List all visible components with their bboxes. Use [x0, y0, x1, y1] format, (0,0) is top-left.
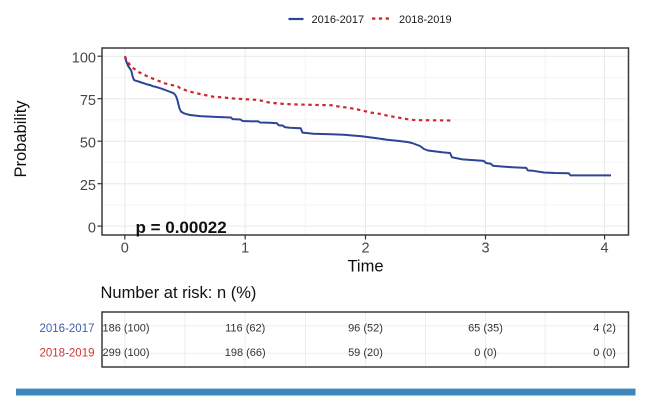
svg-text:2016-2017: 2016-2017 — [40, 323, 95, 335]
svg-text:50: 50 — [80, 136, 96, 152]
svg-text:1: 1 — [241, 241, 249, 257]
svg-text:65 (35): 65 (35) — [468, 322, 503, 334]
svg-text:Number at risk: n (%): Number at risk: n (%) — [101, 284, 257, 302]
svg-text:Time: Time — [347, 258, 383, 276]
svg-text:25: 25 — [80, 178, 96, 194]
svg-text:3: 3 — [481, 241, 489, 257]
svg-text:4 (2): 4 (2) — [593, 322, 616, 334]
svg-text:116 (62): 116 (62) — [225, 322, 265, 334]
svg-text:0: 0 — [88, 221, 96, 237]
svg-text:0 (0): 0 (0) — [474, 347, 497, 359]
svg-text:2018-2019: 2018-2019 — [399, 14, 452, 26]
svg-text:75: 75 — [80, 93, 96, 109]
svg-text:p = 0.00022: p = 0.00022 — [136, 218, 227, 237]
svg-text:299 (100): 299 (100) — [102, 347, 149, 359]
svg-text:0: 0 — [121, 241, 129, 257]
svg-text:Probability: Probability — [12, 100, 30, 178]
svg-text:2018-2019: 2018-2019 — [40, 347, 95, 359]
svg-text:96 (52): 96 (52) — [348, 322, 383, 334]
svg-text:186 (100): 186 (100) — [102, 322, 149, 334]
svg-text:4: 4 — [601, 241, 609, 257]
svg-text:0 (0): 0 (0) — [593, 347, 616, 359]
svg-text:2: 2 — [361, 241, 369, 257]
svg-text:100: 100 — [72, 51, 96, 67]
svg-text:59 (20): 59 (20) — [348, 347, 383, 359]
svg-text:198 (66): 198 (66) — [225, 347, 266, 359]
svg-text:2016-2017: 2016-2017 — [312, 14, 365, 26]
